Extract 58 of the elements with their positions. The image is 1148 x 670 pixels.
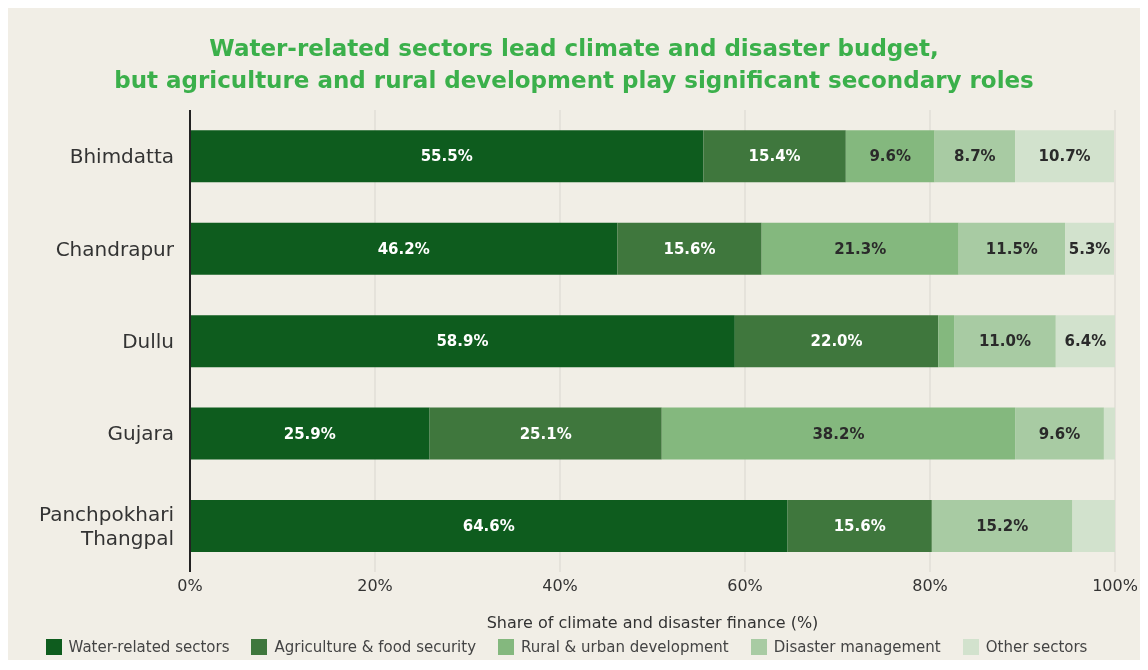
x-tick-label: 60% [727,576,763,596]
data-label: 6.4% [1064,332,1107,351]
bar [734,315,939,368]
bar [190,407,430,460]
bar [429,407,662,460]
y-tick-label: Dullu [122,329,174,353]
data-label: 11.0% [978,332,1031,351]
y-tick-label: Bhimdatta [69,144,174,169]
x-tick-label: 100% [1092,576,1138,596]
chart-title: Water-related sectors lead climate and disaster budget, but agriculture and rural development play significant secondary roles [113,34,1035,95]
data-label: 8.7% [954,147,996,166]
bar [934,130,1016,183]
data-label: 15.6% [663,239,716,258]
x-axis-title: Share of climate and disaster finance (%) [486,613,819,632]
x-tick-label: 20% [357,576,393,596]
bar [954,315,1056,368]
bar [190,130,704,183]
legend-label: Agriculture & food security [273,638,477,656]
bar [845,130,935,183]
legend-label: Water-related sectors [67,638,230,656]
bar [931,499,1073,552]
x-tick-label: 0% [177,576,203,596]
data-label: 25.1% [519,424,572,443]
bar [703,130,846,183]
data-label: 46.2% [377,239,430,258]
data-label: 11.5% [985,239,1038,258]
data-label: 55.5% [420,147,473,166]
y-tick-label: Chandrapur [55,236,175,261]
bar [617,222,762,275]
data-label: 15.4% [748,147,801,166]
data-label: 21.3% [834,239,887,258]
x-tick-label: 80% [912,576,948,596]
data-label: 58.9% [436,332,489,351]
bar [787,499,932,552]
y-tick-label: Gujara [107,421,174,446]
legend-label: Disaster management [772,638,941,656]
data-label: 64.6% [462,516,515,535]
bar [958,222,1066,275]
legend-label: Rural & urban development [520,638,729,656]
data-label: 9.6% [869,147,912,166]
x-tick-label: 40% [542,576,578,596]
bar [1015,407,1104,460]
legend-label: Other sectors [984,638,1088,656]
data-label: 22.0% [810,332,863,351]
bar [190,315,735,368]
bar [190,499,788,552]
bar [938,315,955,368]
bar [761,222,959,275]
data-label: 5.3% [1068,239,1111,258]
bar [661,407,1016,460]
data-label: 9.6% [1038,424,1081,443]
data-label: 38.2% [812,424,865,443]
data-label: 15.6% [833,516,886,535]
data-label: 25.9% [283,424,336,443]
data-label: 15.2% [976,516,1029,535]
data-label: 10.7% [1038,147,1091,166]
y-tick-label: Panchpokhari Thangpal [39,501,174,550]
bar [190,222,618,275]
